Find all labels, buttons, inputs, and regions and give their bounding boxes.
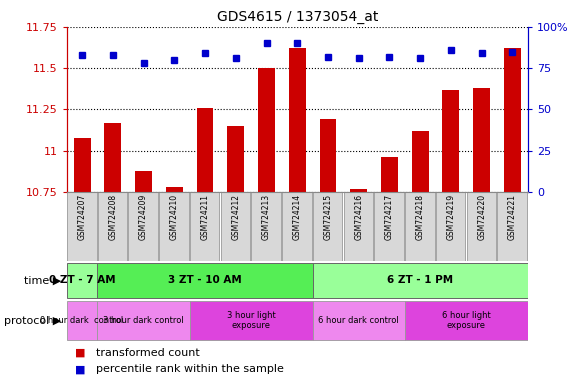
Bar <box>504 48 521 192</box>
Text: GSM724216: GSM724216 <box>354 194 363 240</box>
Text: GSM724212: GSM724212 <box>231 194 240 240</box>
Text: 3 hour light
exposure: 3 hour light exposure <box>227 311 276 330</box>
Text: GSM724208: GSM724208 <box>108 194 117 240</box>
Bar <box>197 108 213 192</box>
Bar <box>282 192 311 261</box>
Bar <box>67 301 97 340</box>
Bar <box>381 157 398 192</box>
Bar <box>467 192 496 261</box>
Text: GSM724211: GSM724211 <box>201 194 209 240</box>
Bar <box>498 192 527 261</box>
Bar <box>135 170 152 192</box>
Bar <box>436 192 465 261</box>
Text: ■: ■ <box>75 348 86 358</box>
Bar <box>313 192 342 261</box>
Bar <box>104 122 121 192</box>
Bar <box>473 88 490 192</box>
Bar <box>289 48 306 192</box>
Bar <box>67 192 96 261</box>
Bar <box>190 301 313 340</box>
Text: GSM724207: GSM724207 <box>78 194 86 240</box>
Text: 3 ZT - 10 AM: 3 ZT - 10 AM <box>168 275 242 285</box>
Text: ■: ■ <box>75 364 86 374</box>
Bar <box>320 119 336 192</box>
Bar <box>160 192 188 261</box>
Bar <box>405 301 528 340</box>
Text: time ▶: time ▶ <box>24 275 61 285</box>
Bar <box>97 301 190 340</box>
Text: GSM724215: GSM724215 <box>324 194 332 240</box>
Text: GSM724213: GSM724213 <box>262 194 271 240</box>
Bar <box>405 192 434 261</box>
Text: GSM724221: GSM724221 <box>508 194 517 240</box>
Title: GDS4615 / 1373054_at: GDS4615 / 1373054_at <box>216 10 378 25</box>
Text: percentile rank within the sample: percentile rank within the sample <box>96 364 284 374</box>
Bar <box>412 131 429 192</box>
Bar <box>344 192 373 261</box>
Bar <box>67 263 97 298</box>
Text: 6 ZT - 1 PM: 6 ZT - 1 PM <box>387 275 454 285</box>
Text: protocol ▶: protocol ▶ <box>3 316 61 326</box>
Text: 3 hour dark control: 3 hour dark control <box>103 316 184 325</box>
Bar <box>74 137 90 192</box>
Bar <box>375 192 404 261</box>
Text: GSM724219: GSM724219 <box>447 194 455 240</box>
Text: 6 hour dark control: 6 hour dark control <box>318 316 399 325</box>
Text: GSM724210: GSM724210 <box>170 194 179 240</box>
Bar <box>166 187 183 192</box>
Text: transformed count: transformed count <box>96 348 200 358</box>
Bar <box>221 192 250 261</box>
Bar <box>129 192 158 261</box>
Text: GSM724218: GSM724218 <box>416 194 425 240</box>
Bar <box>258 68 275 192</box>
Bar <box>227 126 244 192</box>
Text: 0 hour dark  control: 0 hour dark control <box>41 316 124 325</box>
Bar <box>350 189 367 192</box>
Text: 0 ZT - 7 AM: 0 ZT - 7 AM <box>49 275 115 285</box>
Bar <box>443 89 459 192</box>
Text: GSM724209: GSM724209 <box>139 194 148 240</box>
Bar <box>313 263 528 298</box>
Text: GSM724217: GSM724217 <box>385 194 394 240</box>
Text: GSM724220: GSM724220 <box>477 194 486 240</box>
Bar <box>97 263 313 298</box>
Bar <box>252 192 281 261</box>
Text: 6 hour light
exposure: 6 hour light exposure <box>442 311 491 330</box>
Bar <box>313 301 405 340</box>
Bar <box>98 192 127 261</box>
Bar <box>190 192 219 261</box>
Text: GSM724214: GSM724214 <box>293 194 302 240</box>
